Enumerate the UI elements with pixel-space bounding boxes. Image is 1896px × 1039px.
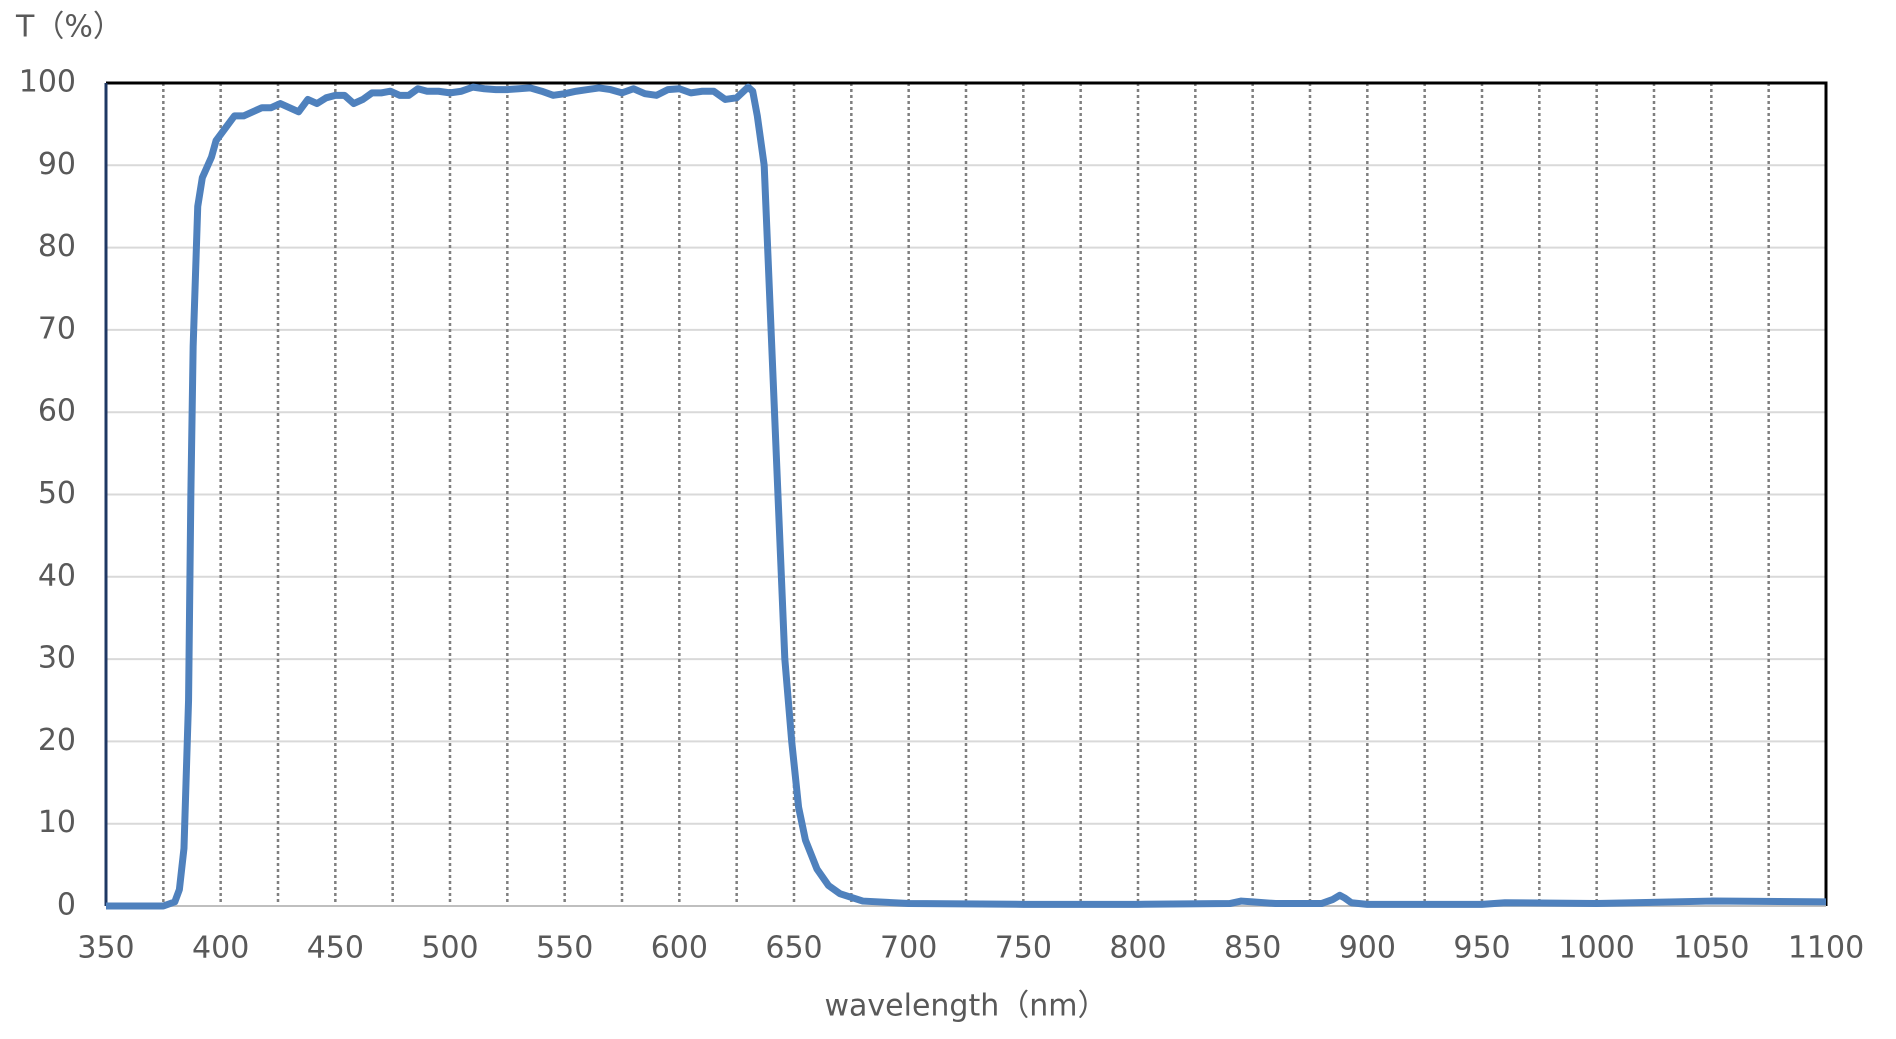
x-tick-label: 900 xyxy=(1339,931,1396,966)
x-tick-label: 950 xyxy=(1453,931,1510,966)
x-tick-label: 450 xyxy=(307,931,364,966)
x-tick-label: 800 xyxy=(1109,931,1166,966)
x-tick-label: 1000 xyxy=(1558,931,1634,966)
x-tick-label: 400 xyxy=(192,931,249,966)
x-tick-label: 700 xyxy=(880,931,937,966)
x-tick-label: 600 xyxy=(651,931,708,966)
x-tick-label: 350 xyxy=(77,931,134,966)
x-tick-label: 550 xyxy=(536,931,593,966)
x-tick-label: 850 xyxy=(1224,931,1281,966)
data-line xyxy=(106,83,1827,910)
y-tick-label: 40 xyxy=(38,558,76,593)
y-tick-label: 100 xyxy=(19,65,76,100)
y-tick-label: 10 xyxy=(38,805,76,840)
y-tick-label: 50 xyxy=(38,476,76,511)
y-tick-label: 0 xyxy=(57,888,76,923)
y-tick-label: 80 xyxy=(38,229,76,264)
y-tick-label: 90 xyxy=(38,147,76,182)
y-tick-label: 70 xyxy=(38,311,76,346)
y-axis-title: T（%） xyxy=(15,10,123,45)
x-axis-title: wavelength（nm） xyxy=(825,989,1108,1024)
x-tick-label: 500 xyxy=(421,931,478,966)
x-tick-label: 1050 xyxy=(1673,931,1749,966)
y-tick-label: 30 xyxy=(38,641,76,676)
y-tick-label: 20 xyxy=(38,723,76,758)
plot-frame xyxy=(106,81,1828,906)
x-tick-label: 1100 xyxy=(1788,931,1864,966)
x-tick-label: 650 xyxy=(765,931,822,966)
y-tick-label: 60 xyxy=(38,394,76,429)
x-tick-label: 750 xyxy=(995,931,1052,966)
